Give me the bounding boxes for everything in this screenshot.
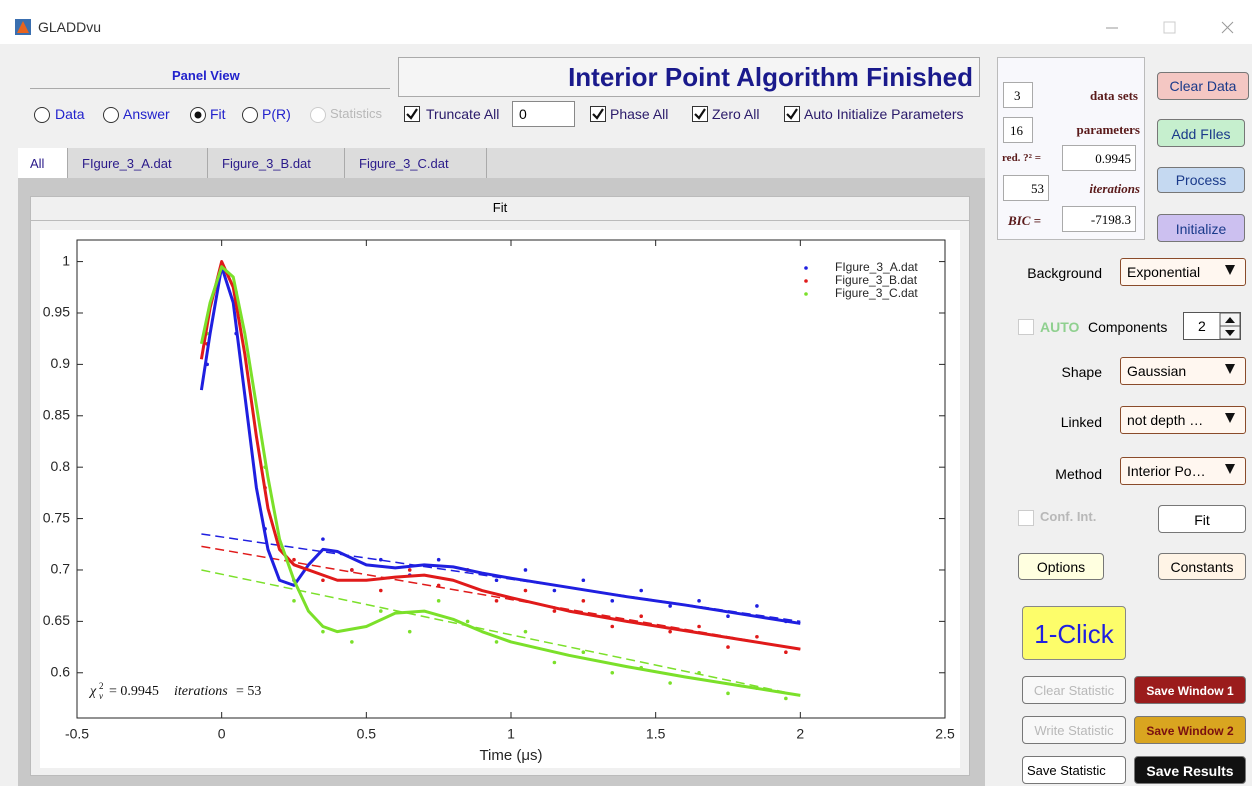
radio[interactable] — [242, 107, 258, 123]
clear-statistic-button[interactable]: Clear Statistic — [1022, 676, 1126, 704]
checkbox[interactable] — [692, 106, 708, 122]
checkbox[interactable] — [1018, 510, 1034, 526]
spinner-value: 2 — [1198, 318, 1206, 334]
separator — [30, 88, 390, 89]
radio-label[interactable]: P(R) — [262, 106, 291, 122]
control-label: Method — [1055, 466, 1102, 482]
background-dropdown[interactable]: Exponential — [1120, 258, 1246, 286]
stat-value: -7198.3 — [1062, 206, 1136, 232]
clear-data-button[interactable]: Clear Data — [1157, 72, 1249, 100]
dropdown-value: Exponential — [1127, 264, 1201, 280]
separator — [30, 220, 970, 221]
tab[interactable]: Figure_3_C.dat — [347, 148, 487, 178]
add-files-button[interactable]: Add FIles — [1157, 119, 1245, 147]
save-window-1-button[interactable]: Save Window 1 — [1134, 676, 1246, 704]
control-label: Background — [1027, 265, 1102, 281]
save-window-2-button[interactable]: Save Window 2 — [1134, 716, 1246, 744]
check-path — [694, 108, 706, 120]
write-statistic-button[interactable]: Write Statistic — [1022, 716, 1126, 744]
radio[interactable] — [103, 107, 119, 123]
panel-title: Fit — [492, 200, 508, 215]
save-results-button[interactable]: Save Results — [1134, 756, 1246, 784]
title-bar — [0, 0, 1252, 44]
app-icon — [15, 19, 31, 35]
stat-value: 3 — [1003, 82, 1033, 108]
tab[interactable]: FIgure_3_A.dat — [70, 148, 208, 178]
checkbox-label[interactable]: Conf. Int. — [1040, 509, 1097, 524]
checkbox[interactable] — [404, 106, 420, 122]
dropdown-value: Gaussian — [1127, 363, 1187, 379]
check-mark — [694, 108, 706, 120]
radio[interactable] — [34, 107, 50, 123]
check-mark — [592, 108, 604, 120]
checkbox-label[interactable]: Phase All — [610, 106, 669, 122]
checkbox[interactable] — [784, 106, 800, 122]
tab[interactable]: Figure_3_B.dat — [210, 148, 345, 178]
stat-label: red. ?² = — [1002, 152, 1041, 164]
check-path — [786, 108, 798, 120]
radio-label[interactable]: Fit — [210, 106, 226, 122]
process-button[interactable]: Process — [1157, 167, 1245, 193]
stat-label: iterations — [1089, 181, 1140, 196]
checkbox[interactable] — [1018, 319, 1034, 335]
checkbox-label[interactable]: Zero All — [712, 106, 760, 122]
radio-label[interactable]: Statistics — [330, 106, 383, 121]
save-statistic-button[interactable]: Save Statistic — [1022, 756, 1126, 784]
stat-label: BIC = — [1008, 213, 1042, 228]
window-controls — [1106, 21, 1234, 34]
checkbox-label[interactable]: Truncate All — [426, 106, 500, 122]
fit-button[interactable]: Fit — [1158, 505, 1246, 533]
checkbox-label[interactable]: AUTO — [1040, 319, 1080, 335]
initialize-button[interactable]: Initialize — [1157, 214, 1245, 242]
control-label: Linked — [1060, 414, 1102, 430]
radio-dot-fill — [194, 111, 202, 119]
stat-label: parameters — [1076, 122, 1140, 137]
components-spinner[interactable]: 2 — [1183, 312, 1241, 340]
stat-value: 16 — [1003, 117, 1033, 143]
panel-view-title: Panel View — [172, 68, 240, 83]
stat-value: 53 — [1003, 175, 1049, 201]
radio-label[interactable]: Data — [55, 106, 85, 122]
radio[interactable] — [190, 107, 206, 123]
options-button[interactable]: Options — [1018, 553, 1104, 580]
checkbox[interactable] — [590, 106, 606, 122]
check-mark — [786, 108, 798, 120]
check-mark — [406, 108, 418, 120]
stat-label: data sets — [1089, 88, 1138, 103]
linked-dropdown[interactable]: not depth … — [1120, 406, 1246, 434]
constants-button[interactable]: Constants — [1158, 553, 1246, 580]
plot-area — [40, 230, 960, 768]
stat-value: 0.9945 — [1062, 145, 1136, 171]
one-click-button[interactable]: 1-Click — [1022, 606, 1126, 660]
shape-dropdown[interactable]: Gaussian — [1120, 357, 1246, 385]
radio-label[interactable]: Answer — [123, 106, 170, 122]
window-title: GLADDvu — [38, 19, 102, 35]
control-label: Components — [1088, 319, 1168, 335]
checkbox-label[interactable]: Auto Initialize Parameters — [804, 106, 964, 122]
check-path — [406, 108, 418, 120]
truncate-input[interactable]: 0 — [512, 101, 575, 127]
dropdown-value: Interior Po… — [1127, 463, 1206, 479]
control-label: Shape — [1061, 364, 1102, 380]
method-dropdown[interactable]: Interior Po… — [1120, 457, 1246, 485]
status-message: Interior Point Algorithm Finished — [398, 57, 980, 97]
check-path — [592, 108, 604, 120]
dropdown-value: not depth … — [1127, 412, 1204, 428]
radio[interactable] — [310, 107, 326, 123]
tab[interactable]: All — [18, 148, 68, 178]
radio-dot — [194, 111, 202, 119]
